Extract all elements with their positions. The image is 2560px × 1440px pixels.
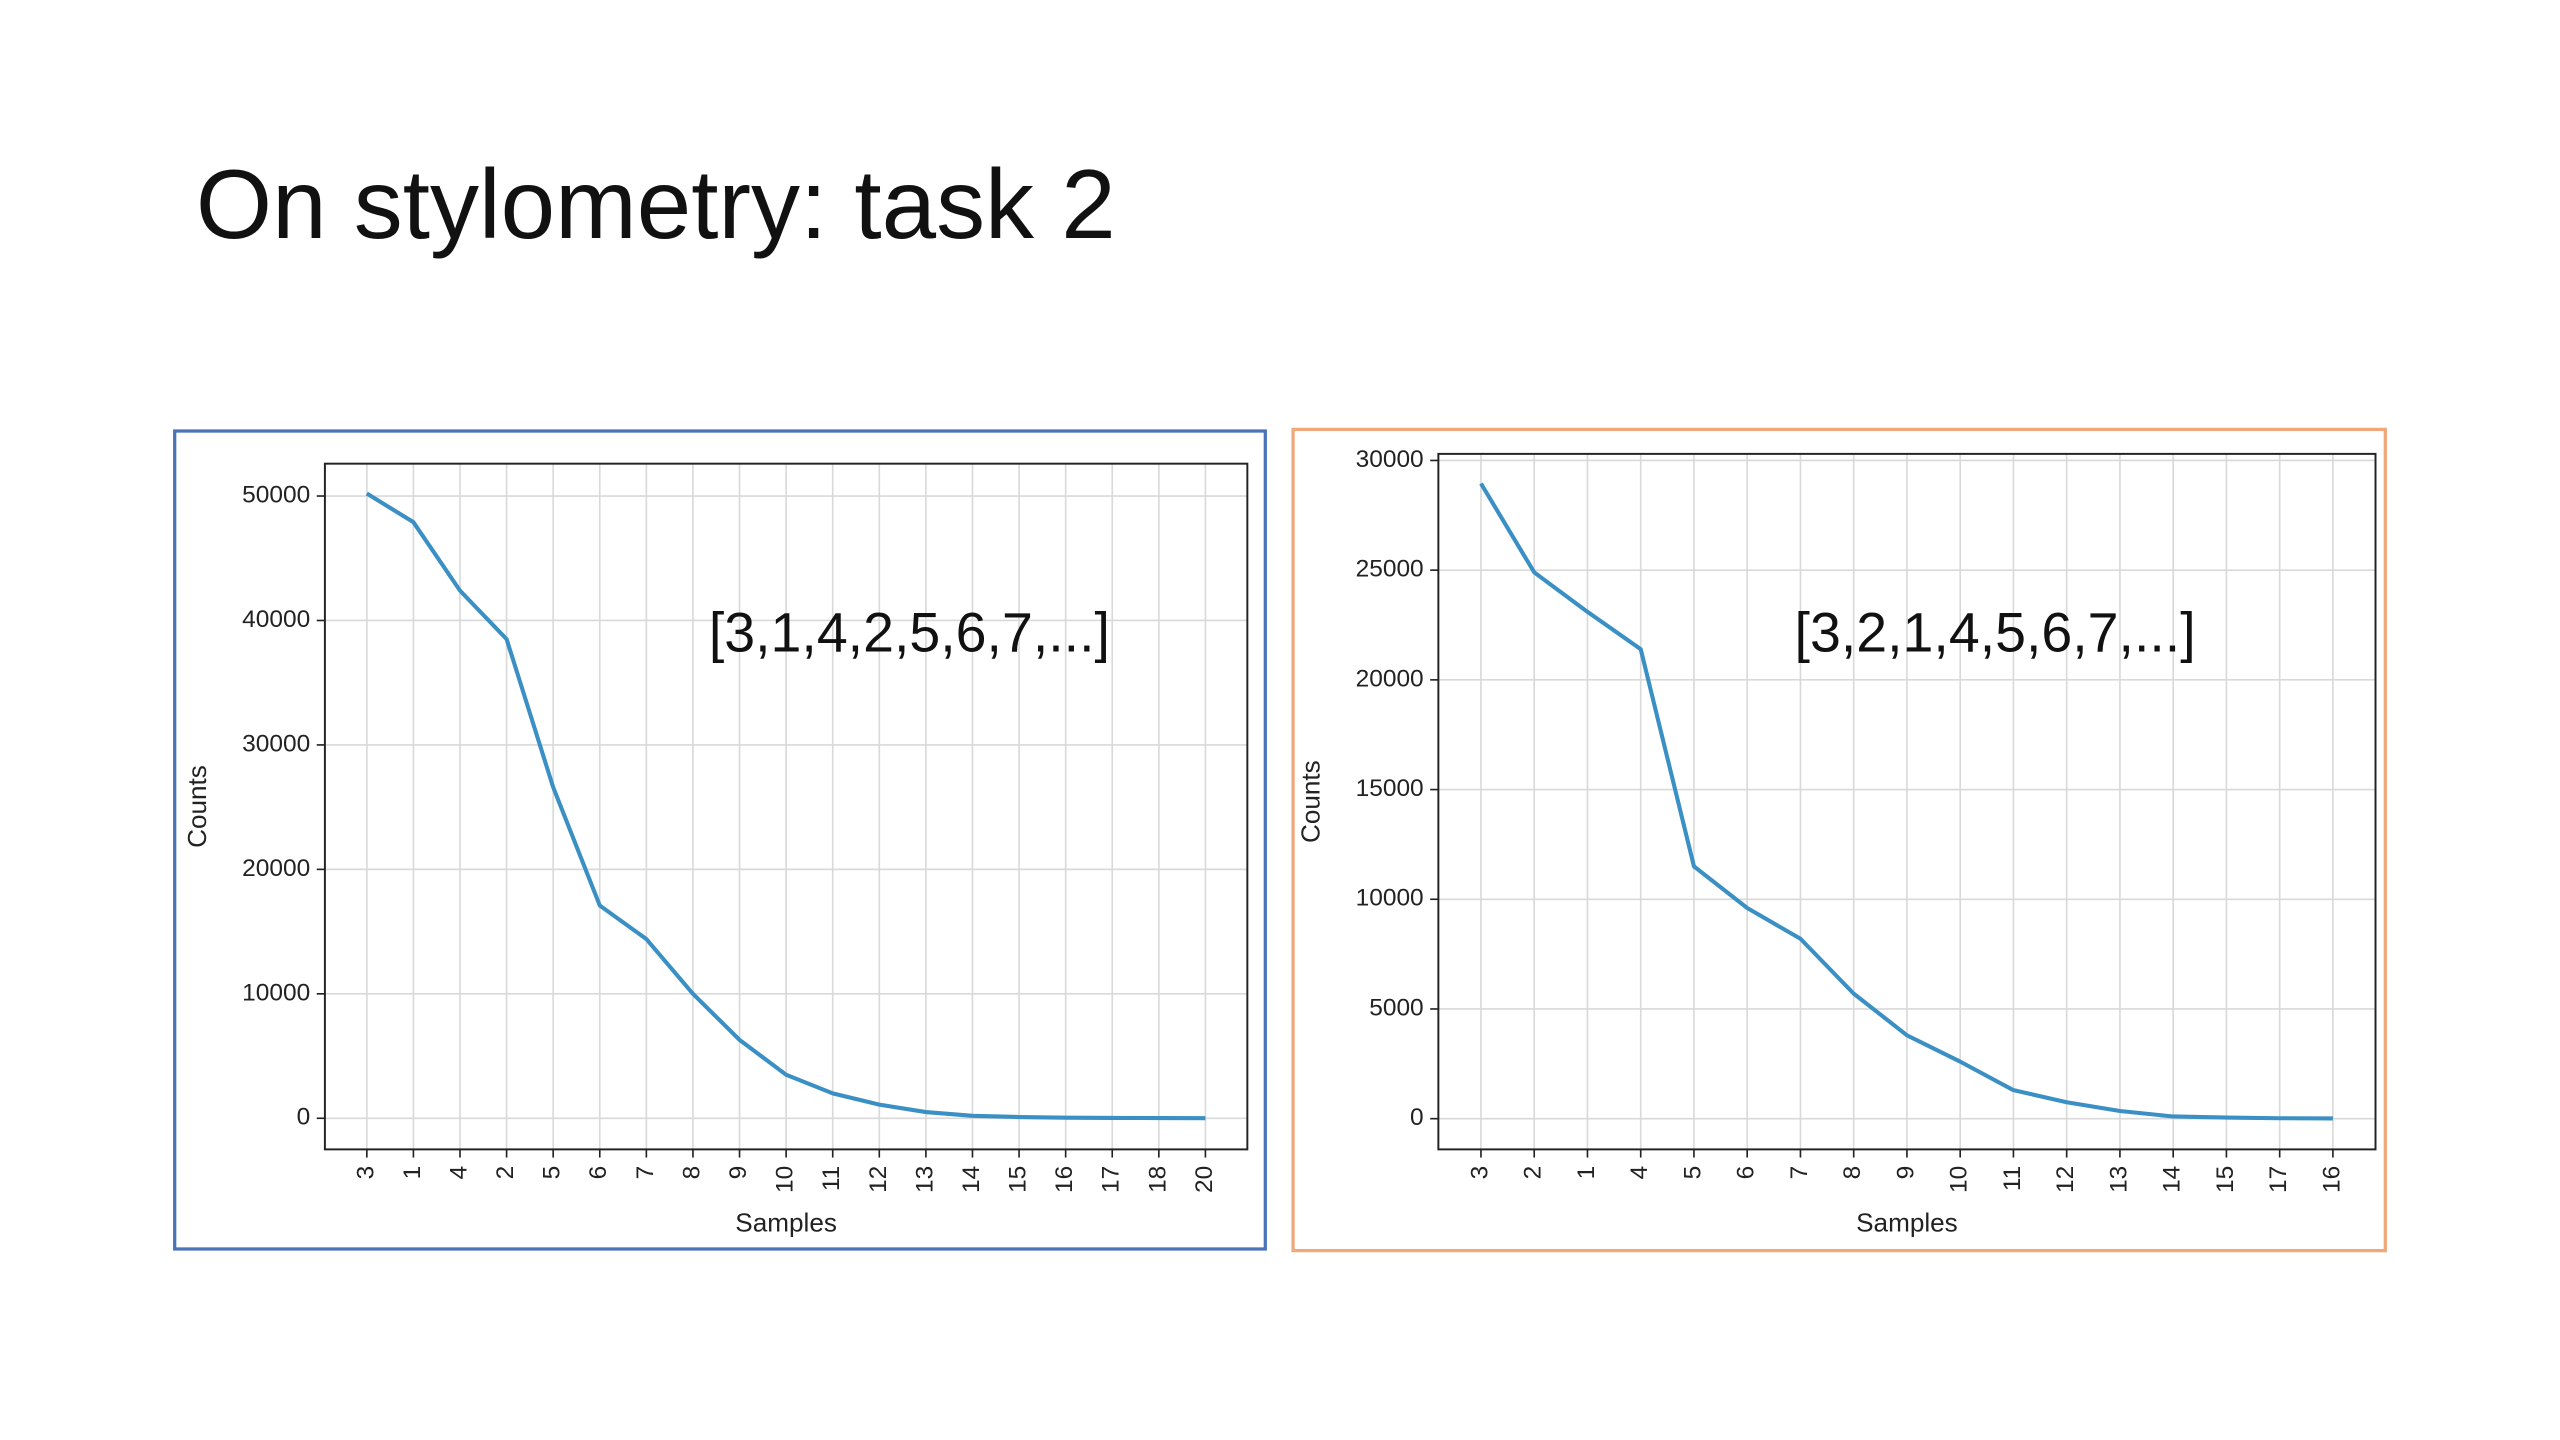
x-tick-label: 6 <box>585 1166 612 1180</box>
x-axis-label: Samples <box>735 1207 837 1237</box>
x-tick-label: 18 <box>1144 1166 1171 1193</box>
x-tick-label: 13 <box>911 1166 938 1193</box>
y-tick-label: 30000 <box>242 730 310 757</box>
x-tick-label: 9 <box>725 1166 752 1180</box>
plot-area <box>1437 452 2377 1151</box>
x-tick-label: 11 <box>818 1166 845 1191</box>
y-tick-label: 5000 <box>1369 994 1423 1021</box>
y-tick-label: 15000 <box>1356 775 1424 802</box>
x-tick-label: 1 <box>399 1166 426 1180</box>
x-tick-label: 8 <box>678 1166 705 1180</box>
x-tick-label: 3 <box>1466 1166 1493 1180</box>
x-tick-label: 11 <box>1999 1166 2026 1191</box>
line-series <box>1479 482 2333 1121</box>
x-tick-label: 14 <box>2159 1166 2186 1193</box>
x-tick-label: 20 <box>1191 1166 1218 1193</box>
y-tick-label: 50000 <box>242 481 310 508</box>
x-tick-label: 10 <box>772 1166 799 1193</box>
y-tick-label: 20000 <box>1356 665 1424 692</box>
x-tick-label: 13 <box>2105 1166 2132 1193</box>
x-tick-label: 7 <box>1786 1166 1813 1180</box>
annotation: [3,1,4,2,5,6,7,...] <box>709 601 1110 663</box>
y-tick-label: 20000 <box>242 855 310 882</box>
x-tick-label: 15 <box>2212 1166 2239 1193</box>
y-axis-label: Counts <box>1296 760 1326 843</box>
line-series <box>365 491 1206 1121</box>
y-tick-label: 30000 <box>1356 446 1424 473</box>
y-tick-label: 0 <box>297 1104 311 1131</box>
x-tick-label: 8 <box>1839 1166 1866 1180</box>
annotation: [3,2,1,4,5,6,7,...] <box>1795 601 2196 663</box>
y-tick-label: 25000 <box>1356 556 1424 583</box>
x-tick-label: 7 <box>632 1166 659 1180</box>
x-axis-label: Samples <box>1856 1207 1958 1237</box>
chart-frame <box>173 429 1267 1251</box>
x-tick-label: 6 <box>1733 1166 1760 1180</box>
x-tick-label: 17 <box>1098 1166 1125 1193</box>
slide-title: On stylometry: task 2 <box>196 149 1116 259</box>
chart-frame <box>1291 427 2387 1253</box>
y-tick-label: 10000 <box>1356 885 1424 912</box>
x-tick-label: 9 <box>1892 1166 1919 1180</box>
x-tick-label: 2 <box>1520 1166 1547 1180</box>
x-tick-label: 4 <box>445 1166 472 1180</box>
x-tick-label: 16 <box>1051 1166 1078 1193</box>
x-tick-label: 12 <box>2052 1166 2079 1193</box>
y-tick-label: 40000 <box>242 606 310 633</box>
x-tick-label: 17 <box>2265 1166 2292 1193</box>
x-tick-label: 4 <box>1626 1166 1653 1180</box>
x-tick-label: 1 <box>1573 1166 1600 1180</box>
x-tick-label: 5 <box>1679 1166 1706 1180</box>
x-tick-label: 5 <box>539 1166 566 1180</box>
x-tick-label: 3 <box>352 1166 379 1180</box>
x-tick-label: 10 <box>1946 1166 1973 1193</box>
y-tick-label: 10000 <box>242 979 310 1006</box>
x-tick-label: 14 <box>958 1166 985 1193</box>
x-tick-label: 2 <box>492 1166 519 1180</box>
x-tick-label: 15 <box>1005 1166 1032 1193</box>
x-tick-label: 12 <box>865 1166 892 1193</box>
y-tick-label: 0 <box>1410 1104 1424 1131</box>
plot-area <box>323 462 1249 1151</box>
x-tick-label: 16 <box>2318 1166 2345 1193</box>
y-axis-label: Counts <box>182 765 212 848</box>
